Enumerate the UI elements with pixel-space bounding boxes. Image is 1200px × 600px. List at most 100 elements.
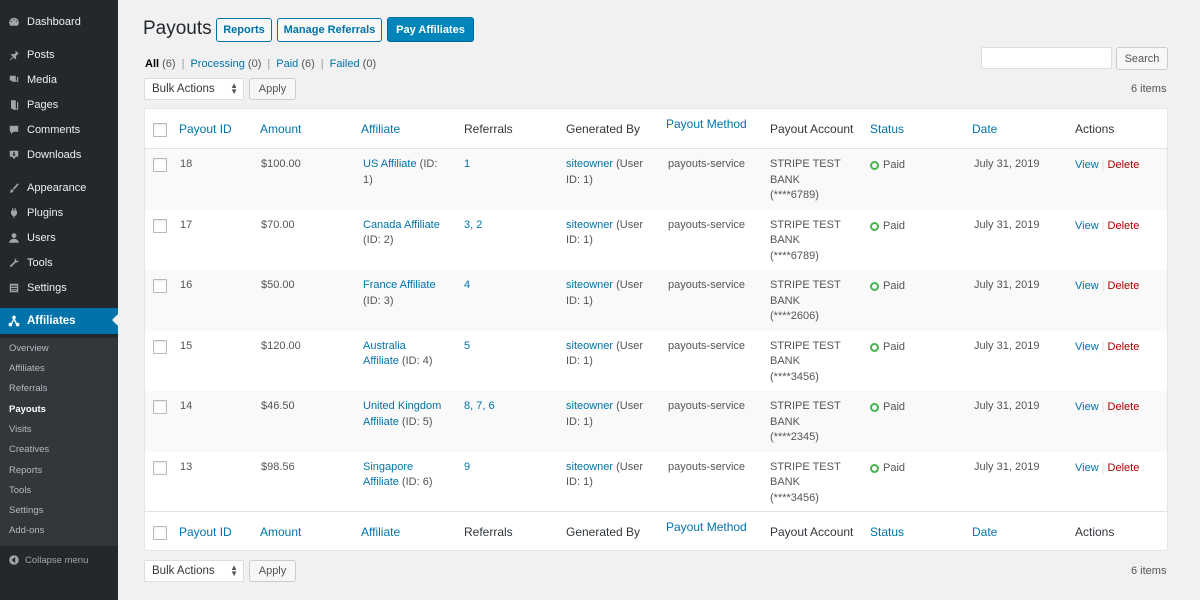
sidebar-item-settings[interactable]: Settings [0, 275, 118, 300]
manage-referrals-button[interactable]: Manage Referrals [277, 18, 382, 42]
collapse-menu-button[interactable]: Collapse menu [0, 552, 88, 568]
submenu-item-settings[interactable]: Settings [9, 505, 44, 516]
referrals-link[interactable]: 1 [464, 158, 471, 170]
affiliate-link[interactable]: US Affiliate [363, 158, 417, 170]
filter-all[interactable]: All (6) [145, 58, 176, 70]
search-input[interactable] [981, 47, 1112, 69]
view-link[interactable]: View [1075, 219, 1099, 232]
sidebar-item-dashboard[interactable]: Dashboard [0, 9, 118, 34]
filter-failed[interactable]: Failed (0) [329, 58, 377, 70]
pay-affiliates-button[interactable]: Pay Affiliates [387, 17, 474, 42]
row-checkbox[interactable] [153, 460, 167, 475]
col-payout-method[interactable]: Payout Method [666, 520, 747, 534]
submenu-item-addons[interactable]: Add-ons [9, 525, 45, 536]
date: July 31, 2019 [974, 158, 1040, 170]
sidebar-item-users[interactable]: Users [0, 225, 118, 250]
generated-by-link[interactable]: siteowner [566, 279, 614, 291]
view-link[interactable]: View [1075, 159, 1099, 171]
affiliate-link[interactable]: Singapore [363, 460, 414, 473]
delete-link[interactable]: Delete [1107, 401, 1140, 413]
affiliate-link[interactable]: United Kingdom [363, 400, 442, 412]
search-button[interactable]: Search [1116, 47, 1168, 70]
delete-link[interactable]: Delete [1107, 219, 1140, 232]
row-checkbox[interactable] [153, 339, 167, 354]
sidebar-item-affiliates[interactable]: Affiliates [0, 308, 118, 334]
referrals-link[interactable]: 5 [464, 339, 471, 352]
referrals-cell: 9 [464, 460, 470, 476]
view-link[interactable]: View [1075, 280, 1099, 292]
row-checkbox[interactable] [153, 218, 167, 233]
reports-button[interactable]: Reports [216, 18, 272, 42]
submenu-item-referrals[interactable]: Referrals [9, 383, 48, 394]
generated-by-link[interactable]: siteowner [566, 400, 614, 412]
referrals-link[interactable]: 3, 2 [464, 218, 483, 231]
affiliate-link-cont[interactable]: Affiliate [363, 355, 399, 367]
delete-link[interactable]: Delete [1107, 280, 1140, 292]
referrals-link[interactable]: 4 [464, 279, 471, 291]
sidebar-item-tools[interactable]: Tools [0, 250, 118, 275]
sidebar-item-media[interactable]: Media [0, 67, 118, 92]
bulk-actions-select-top[interactable]: Bulk Actions ▲ ▼ [144, 78, 244, 100]
affiliate-link[interactable]: Australia [363, 339, 406, 352]
submenu-item-creatives[interactable]: Creatives [9, 444, 50, 455]
col-payout-method[interactable]: Payout Method [666, 117, 747, 131]
referrals-link[interactable]: 9 [464, 460, 471, 473]
apply-button-top[interactable]: Apply [249, 78, 296, 100]
row-checkbox[interactable] [153, 158, 167, 172]
admin-sidebar: Dashboard Posts Media Pages Comments Dow… [0, 0, 118, 600]
submenu-item-overview[interactable]: Overview [9, 343, 49, 354]
affiliate-link-cont[interactable]: Affiliate [363, 415, 399, 428]
filter-paid[interactable]: Paid (6) [276, 58, 315, 70]
generated-by-link[interactable]: siteowner [566, 218, 614, 231]
sidebar-item-label: Media [27, 73, 57, 86]
submenu-item-tools[interactable]: Tools [9, 485, 32, 496]
col-status[interactable]: Status [870, 122, 905, 136]
submenu-item-payouts[interactable]: Payouts [9, 404, 46, 415]
col-affiliate[interactable]: Affiliate [361, 525, 401, 539]
pin-icon [8, 49, 20, 61]
apply-button-bottom[interactable]: Apply [249, 560, 296, 582]
col-amount[interactable]: Amount [260, 122, 302, 136]
sidebar-item-posts[interactable]: Posts [0, 42, 118, 67]
row-checkbox[interactable] [153, 279, 167, 293]
user-id-text: (User [613, 218, 644, 231]
status-badge: Paid [870, 461, 905, 477]
table-footer: Payout ID Amount Affiliate Referrals Gen… [145, 511, 1167, 551]
generated-by-link[interactable]: siteowner [566, 158, 614, 170]
sidebar-item-comments[interactable]: Comments [0, 117, 118, 142]
view-link[interactable]: View [1075, 401, 1099, 413]
view-link[interactable]: View [1075, 340, 1099, 353]
delete-link[interactable]: Delete [1107, 340, 1140, 353]
col-date[interactable]: Date [972, 525, 998, 539]
delete-link[interactable]: Delete [1107, 159, 1140, 171]
delete-link[interactable]: Delete [1107, 461, 1140, 474]
bulk-actions-select-bottom[interactable]: Bulk Actions ▲ ▼ [144, 560, 244, 582]
filter-processing[interactable]: Processing (0) [190, 58, 262, 70]
affiliate-link[interactable]: Canada Affiliate [363, 218, 440, 231]
view-link[interactable]: View [1075, 461, 1099, 474]
col-status[interactable]: Status [870, 525, 905, 539]
sidebar-item-plugins[interactable]: Plugins [0, 200, 118, 225]
sidebar-item-downloads[interactable]: Downloads [0, 142, 118, 167]
col-amount[interactable]: Amount [260, 525, 302, 539]
account-line: (****2606) [770, 310, 819, 322]
generated-by-link[interactable]: siteowner [566, 460, 614, 473]
affiliate-link[interactable]: France Affiliate [363, 279, 436, 291]
account-line: (****2345) [770, 431, 819, 443]
row-checkbox[interactable] [153, 400, 167, 414]
submenu-item-visits[interactable]: Visits [9, 424, 32, 435]
payout-id: 18 [180, 158, 193, 170]
referrals-link[interactable]: 8, 7, 6 [464, 400, 495, 412]
col-affiliate[interactable]: Affiliate [361, 122, 401, 136]
submenu-item-affiliates[interactable]: Affiliates [9, 363, 45, 374]
select-all-checkbox[interactable] [153, 123, 167, 137]
submenu-item-reports[interactable]: Reports [9, 465, 43, 476]
col-payout-id[interactable]: Payout ID [179, 122, 232, 136]
select-all-checkbox[interactable] [153, 526, 167, 540]
generated-by-link[interactable]: siteowner [566, 339, 614, 352]
sidebar-item-pages[interactable]: Pages [0, 92, 118, 117]
col-payout-id[interactable]: Payout ID [179, 525, 232, 539]
col-date[interactable]: Date [972, 122, 998, 136]
affiliate-link-cont[interactable]: Affiliate [363, 476, 399, 488]
sidebar-item-appearance[interactable]: Appearance [0, 175, 118, 200]
